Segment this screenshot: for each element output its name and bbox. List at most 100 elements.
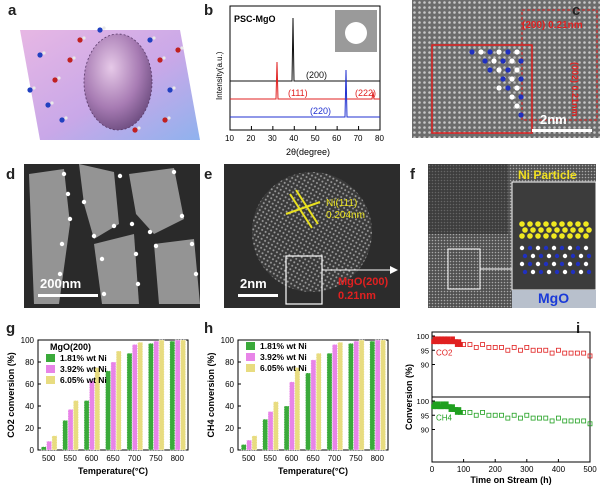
point-co2 xyxy=(524,344,530,350)
panel-c: c (200) 0.21nm (002) 0.21nm 2nm xyxy=(412,0,600,138)
ni-particle-label: Ni Particle xyxy=(518,168,577,182)
bar-6-05-wt-ni-650 xyxy=(315,352,322,451)
molecule xyxy=(52,77,58,83)
hrtem-lattice-c xyxy=(412,0,600,138)
point-ch4 xyxy=(574,418,580,424)
panel-label-d: d xyxy=(6,166,16,183)
mgo-atom xyxy=(578,253,584,259)
mgo-atom xyxy=(583,245,589,251)
lattice-atom xyxy=(509,76,515,82)
lattice-atom xyxy=(469,49,475,55)
mgo-atom xyxy=(538,269,544,275)
x-tick-label: 700 xyxy=(328,454,342,463)
point-co2 xyxy=(486,344,492,350)
bar-3-92-wt-ni-650 xyxy=(310,359,317,451)
y-tick-label: 40 xyxy=(25,402,34,411)
mgo-atom xyxy=(535,261,541,267)
ni-atom xyxy=(535,233,541,239)
panel-b: b PSC-MgO Intensity(a.u.) 2θ(degree) 10 2… xyxy=(200,0,396,160)
molecule-atom xyxy=(72,56,76,60)
bar-1-81-wt-ni-550 xyxy=(62,420,69,451)
point-ch4 xyxy=(555,415,561,421)
ni-atom xyxy=(538,227,544,233)
bar-6-05-wt-ni-600 xyxy=(94,367,101,451)
x-axis-label: Temperature(°C) xyxy=(278,466,348,476)
panel-d: d 200nm xyxy=(0,164,200,308)
ni-particle xyxy=(57,271,63,277)
molecule xyxy=(162,117,168,123)
ni-particle xyxy=(117,173,123,179)
legend-swatch xyxy=(246,353,255,361)
lattice-atom xyxy=(496,49,502,55)
lattice-atom xyxy=(500,76,506,82)
ch4-conversion-chart: 0 20 40 60 80 100 500 550 600 650 700 750 800 Tempera… xyxy=(206,336,389,476)
xrd-trace-black xyxy=(230,17,380,82)
xrd-tick-label: 50 xyxy=(311,134,320,143)
molecule xyxy=(175,47,181,53)
point-ch4 xyxy=(467,410,473,415)
bar-1-81-wt-ni-500 xyxy=(40,446,47,451)
ni-atom xyxy=(562,227,568,233)
point-ch4 xyxy=(473,412,479,418)
ni-atom xyxy=(551,233,557,239)
y-tick-label: 100 xyxy=(416,332,429,341)
ni-atom xyxy=(535,221,541,227)
ni-particles-d xyxy=(57,169,199,297)
lattice-atom xyxy=(514,49,520,55)
xrd-tick-label: 80 xyxy=(375,134,384,143)
bar-1-81-wt-ni-700 xyxy=(326,352,333,451)
x-axis-label: Temperature(°C) xyxy=(78,466,148,476)
lattice-atom xyxy=(514,103,520,109)
ni-particle xyxy=(65,191,71,197)
scale-label-e: 2nm xyxy=(240,276,267,291)
panel-label-c: c xyxy=(572,2,581,19)
ni-particle xyxy=(67,216,73,222)
bar-6-05-wt-ni-550 xyxy=(73,400,79,451)
x-tick-label: 200 xyxy=(489,465,503,474)
ni-atom xyxy=(519,233,525,239)
x-tick-label: 600 xyxy=(85,454,99,463)
mgo-atom xyxy=(527,261,533,267)
molecule-atom xyxy=(32,86,36,90)
point-ch4 xyxy=(530,415,536,421)
xrd-chart: PSC-MgO Intensity(a.u.) 2θ(degree) 10 20 3… xyxy=(215,5,384,157)
atom-model-c xyxy=(469,49,524,118)
panel-e: e Ni(111) 0.204nm MgO(200) 0.21nm 2nm xyxy=(200,164,400,308)
lattice-atom xyxy=(518,112,524,118)
panel-label-f: f xyxy=(410,166,415,183)
ni-particle xyxy=(99,256,105,262)
mgo-atom xyxy=(570,269,576,275)
bar-3-92-wt-ni-700 xyxy=(331,344,338,451)
bar-6-05-wt-ni-700 xyxy=(337,341,344,451)
ni-atom xyxy=(570,227,576,233)
xrd-traces xyxy=(230,17,380,118)
point-ch4 xyxy=(499,412,504,418)
scale-label-d: 200nm xyxy=(40,276,82,291)
mgo-atom xyxy=(570,253,576,259)
molecule xyxy=(167,87,173,93)
y-tick-label: 100 xyxy=(221,336,235,345)
point-ch4 xyxy=(581,418,587,424)
mgo-atom xyxy=(562,269,568,275)
mgo-atom xyxy=(543,245,549,251)
mgo-atom xyxy=(567,261,573,267)
lattice-atom xyxy=(505,67,511,73)
molecule-atom xyxy=(137,126,141,130)
ni-atom xyxy=(583,221,589,227)
scale-label-c: 2nm xyxy=(540,112,567,127)
x-tick-label: 100 xyxy=(457,465,471,474)
point-ch4 xyxy=(562,418,568,424)
tem-image-f xyxy=(428,164,596,308)
molecule xyxy=(132,127,138,133)
ni-particle xyxy=(129,221,135,227)
x-axis-label: Time on Stream (h) xyxy=(470,475,551,485)
lattice-atom xyxy=(496,67,502,73)
legend-swatch xyxy=(46,365,55,373)
y-tick-label: 95 xyxy=(421,411,429,420)
point-co2 xyxy=(492,344,498,350)
co2-conversion-chart: 0 20 40 60 80 100 500 550 600 650 700 750 800 Tempera… xyxy=(6,336,189,476)
x-tick-label: 650 xyxy=(106,454,120,463)
bar-3-92-wt-ni-600 xyxy=(289,381,295,451)
y-tick-label: 95 xyxy=(421,346,429,355)
xrd-peak-222: (222) xyxy=(355,88,376,98)
